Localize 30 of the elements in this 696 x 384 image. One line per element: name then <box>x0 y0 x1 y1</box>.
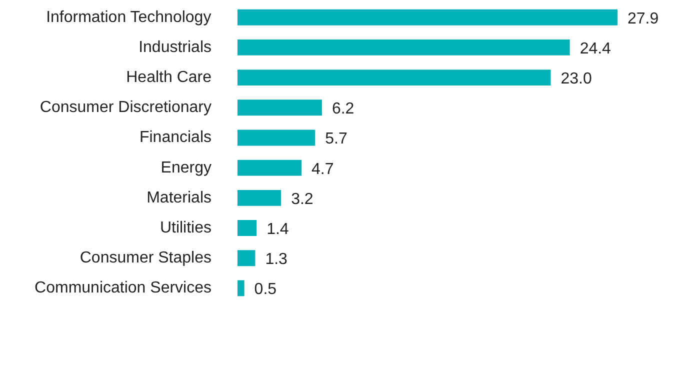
data-label: 4.7 <box>312 160 334 178</box>
data-label: 1.3 <box>265 251 288 268</box>
y-tick-label: Consumer Discretionary <box>40 99 212 116</box>
bar <box>238 280 244 296</box>
y-tick-label: Financials <box>139 129 212 146</box>
bar <box>238 220 257 236</box>
data-label: 24.4 <box>580 40 612 58</box>
bar <box>238 160 302 176</box>
bar <box>238 70 551 86</box>
data-label: 0.5 <box>254 281 277 298</box>
data-label: 27.9 <box>628 10 659 28</box>
bar <box>238 100 322 116</box>
y-tick-label: Health Care <box>126 69 212 86</box>
y-tick-label: Consumer Staples <box>80 250 212 267</box>
y-tick-label: Industrials <box>138 38 212 56</box>
y-tick-label: Utilities <box>160 220 212 237</box>
bar <box>238 9 618 26</box>
data-label: 1.4 <box>266 221 289 238</box>
data-label: 6.2 <box>332 100 354 118</box>
data-label: 5.7 <box>325 130 348 148</box>
y-tick-label: Energy <box>160 159 212 176</box>
bar <box>238 130 316 146</box>
y-tick-label: Communication Services <box>34 280 212 297</box>
y-tick-label: Information Technology <box>46 8 212 26</box>
bar <box>238 190 282 206</box>
data-label: 3.2 <box>291 190 314 208</box>
data-label: 23.0 <box>560 70 592 88</box>
bar <box>238 250 256 266</box>
bar <box>238 39 570 56</box>
y-tick-label: Materials <box>146 189 212 206</box>
